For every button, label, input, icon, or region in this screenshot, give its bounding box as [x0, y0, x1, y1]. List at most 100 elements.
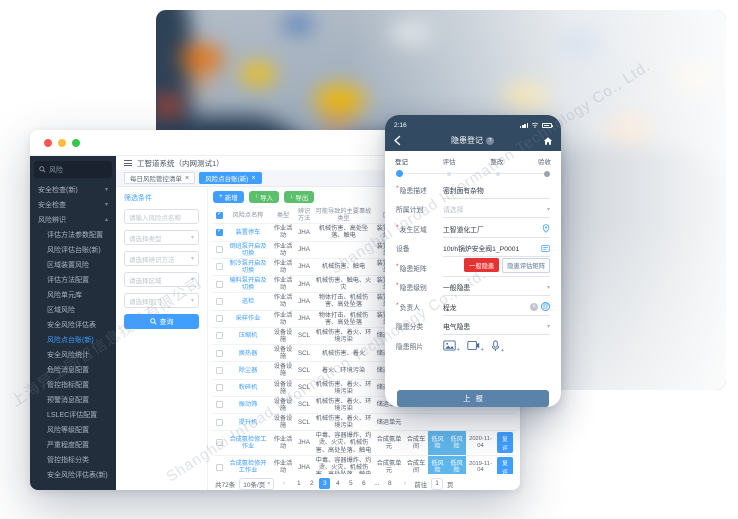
matrix-level-button[interactable]: 一般隐患 [464, 258, 500, 272]
sidebar-item[interactable]: 管控指标配置 [34, 377, 112, 392]
sidebar-item[interactable]: 管控指标分类 [34, 452, 112, 467]
sidebar-item[interactable]: 严重程度配置 [34, 437, 112, 452]
sidebar-item[interactable]: 风险辨识 ▴ [34, 212, 112, 227]
risk-point-link[interactable]: 压缩机 [238, 332, 258, 340]
search-button[interactable]: 查询 [124, 314, 199, 329]
filter-field[interactable]: 请选择部门 ▾ [124, 293, 199, 308]
sidebar-item[interactable]: 评估方法配置 [34, 272, 112, 287]
prev-page-button[interactable]: ‹ [282, 480, 285, 487]
row-checkbox[interactable] [215, 263, 223, 271]
sidebar-item[interactable]: 风险等级配置 [34, 422, 112, 437]
plan-select[interactable]: 请选择 [443, 207, 464, 214]
step-label[interactable]: 评估 [442, 159, 456, 166]
risk-point-link[interactable]: 粉碎机 [238, 384, 258, 392]
row-checkbox[interactable] [215, 246, 223, 254]
risk-point-link[interactable]: 合成氨检修工作业 [229, 435, 267, 450]
close-icon[interactable] [185, 175, 189, 182]
location-pin-icon[interactable] [542, 224, 550, 233]
sidebar-item[interactable]: 风险评估台账(新) [34, 242, 112, 257]
risk-point-link[interactable]: 振动筛 [238, 401, 258, 409]
row-checkbox[interactable] [215, 349, 223, 357]
row-checkbox[interactable] [215, 418, 223, 426]
filter-field[interactable]: 请选择类型 ▾ [124, 230, 199, 245]
close-window-button[interactable] [44, 138, 52, 147]
page-number[interactable]: 8 [387, 480, 392, 487]
page-number[interactable]: 3 [319, 478, 331, 489]
row-checkbox[interactable] [215, 280, 223, 288]
risk-point-link[interactable]: 除尘器 [238, 366, 258, 374]
sidebar-item[interactable]: 安全检查 ▾ [34, 197, 112, 212]
add-button[interactable]: + 新增 [213, 191, 244, 203]
page-number[interactable]: 4 [335, 480, 340, 487]
submit-button[interactable]: 上报 [397, 390, 549, 407]
sidebar-item[interactable]: 安全检查(新) ▾ [34, 182, 112, 197]
risk-point-link[interactable]: 装置停车 [235, 228, 261, 236]
help-icon[interactable]: ? [486, 136, 494, 145]
minimize-window-button[interactable] [58, 138, 66, 147]
back-icon[interactable] [393, 135, 402, 146]
next-page-button[interactable]: › [403, 480, 406, 487]
page-size-select[interactable]: 10条/页 ▾ [239, 477, 275, 490]
owner-input[interactable]: 程龙 [443, 304, 457, 312]
device-select[interactable]: 10t/h锅炉安全阀1_P0001 [443, 246, 520, 253]
risk-point-link[interactable]: 提升机 [238, 418, 258, 426]
row-checkbox[interactable] [215, 401, 223, 409]
tab-chip[interactable]: 风险点台账(新) [199, 172, 262, 184]
page-number[interactable]: 1 [296, 480, 301, 487]
clear-icon[interactable]: × [530, 302, 538, 311]
goto-page-input[interactable]: 1 [431, 477, 443, 490]
add-photo-icon[interactable] [443, 340, 460, 353]
row-checkbox[interactable] [215, 463, 223, 471]
export-button[interactable]: ↓ 导出 [284, 191, 315, 203]
contact-picker-icon[interactable]: @ [541, 302, 550, 311]
sidebar-item[interactable]: 区域装置风险 [34, 257, 112, 272]
tab-chip[interactable]: 每日风险管控清单 [124, 172, 196, 184]
row-checkbox[interactable] [215, 332, 223, 340]
category-select[interactable]: 电气隐患 [443, 324, 471, 331]
sidebar-item[interactable]: 危险消息配置 [34, 362, 112, 377]
step-label[interactable]: 验收 [537, 159, 551, 166]
hamburger-icon[interactable] [124, 160, 132, 166]
page-number[interactable]: 2 [309, 480, 314, 487]
row-checkbox[interactable] [215, 439, 223, 447]
close-icon[interactable] [251, 175, 255, 182]
filter-field[interactable]: 请输入风险点名称 [124, 209, 199, 224]
description-input[interactable]: 密封面有杂物 [443, 187, 484, 195]
page-number[interactable]: 5 [348, 480, 353, 487]
sidebar-item[interactable]: 安全风险评估表 [34, 317, 112, 332]
device-scan-icon[interactable] [541, 244, 550, 253]
sidebar-item[interactable]: 安全风险统计 [34, 347, 112, 362]
risk-point-link[interactable]: 合成氨检修开工作业 [229, 460, 267, 474]
row-checkbox[interactable] [215, 384, 223, 392]
sidebar-item[interactable]: 预警消息配置 [34, 392, 112, 407]
filter-field[interactable]: 请选择区域 ▾ [124, 272, 199, 287]
add-audio-icon[interactable] [491, 339, 504, 354]
page-number[interactable]: 6 [361, 480, 366, 487]
risk-point-link[interactable]: 换热器 [238, 349, 258, 357]
sidebar-item[interactable]: 区域风险 [34, 302, 112, 317]
add-video-icon[interactable] [467, 340, 484, 353]
reassess-button[interactable]: 复评 [497, 432, 513, 454]
step-label[interactable]: 整改 [490, 159, 504, 166]
matrix-evaluate-button[interactable]: 隐患评估矩阵 [502, 257, 550, 273]
import-button[interactable]: ↑ 导入 [248, 191, 280, 203]
risk-point-link[interactable]: 巡检 [241, 297, 255, 305]
risk-point-link[interactable]: 采样作业 [235, 315, 261, 323]
maximize-window-button[interactable] [72, 138, 80, 147]
select-all-checkbox[interactable] [215, 211, 223, 219]
sidebar-item[interactable]: 安全风险评估表(新) [34, 467, 112, 482]
filter-field[interactable]: 请选择辨识方法 ▾ [124, 251, 199, 266]
risk-point-link[interactable]: 倒班泵开启及切换 [229, 242, 267, 257]
row-checkbox[interactable] [215, 366, 223, 374]
sidebar-item[interactable]: 评估方法参数配置 [34, 227, 112, 242]
reassess-button[interactable]: 复评 [497, 456, 513, 474]
sidebar-search-input[interactable]: 风险 [34, 161, 112, 178]
home-icon[interactable] [543, 136, 553, 146]
risk-point-link[interactable]: 制冷泵开启及切换 [229, 259, 267, 274]
page-number[interactable]: ... [374, 480, 380, 487]
sidebar-item[interactable]: LSLEC评估配置 [34, 407, 112, 422]
row-checkbox[interactable] [215, 315, 223, 323]
level-select[interactable]: 一般隐患 [443, 285, 471, 292]
sidebar-item[interactable]: 风险单元库 [34, 287, 112, 302]
area-select[interactable]: 工智道化工厂 [443, 226, 484, 234]
